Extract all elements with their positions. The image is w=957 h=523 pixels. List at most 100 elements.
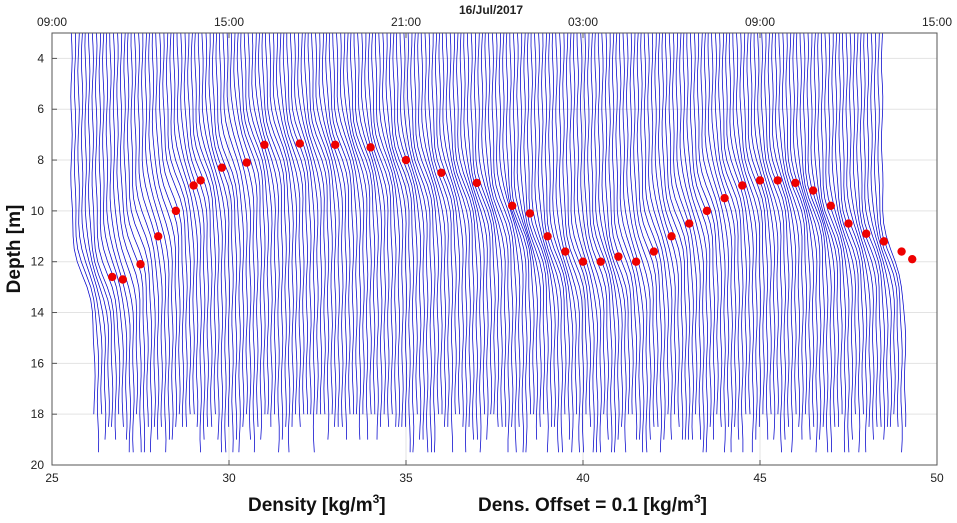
density-profile-line (385, 32, 411, 453)
pycnocline-point (578, 257, 588, 266)
pycnocline-point (908, 254, 917, 264)
density-profile-line (665, 32, 691, 440)
axis-ticks: 25 30 35 40 45 50 4 6 8 10 12 14 16 18 20 09:00 15:00 21:… (31, 15, 953, 485)
density-profile-line (222, 32, 248, 415)
pycnocline-point (525, 209, 535, 218)
density-profile-line (282, 32, 308, 415)
density-profile-line (389, 32, 415, 453)
density-profile-line (753, 33, 779, 415)
y-tick-label: 6 (37, 102, 44, 116)
density-profile-line (169, 32, 195, 415)
density-profile-line (612, 32, 638, 440)
density-profile-line (233, 32, 259, 427)
density-profile-line (339, 32, 365, 415)
pycnocline-point (738, 181, 747, 190)
y-tick-label: 20 (31, 458, 45, 472)
pycnocline-point (154, 232, 163, 241)
density-profile-line (824, 32, 850, 453)
pycnocline-point (189, 181, 198, 190)
density-profile-line (328, 32, 354, 415)
density-profile-line (651, 32, 677, 415)
density-profile-line (307, 32, 333, 415)
top-time-label: 03:00 (568, 15, 598, 29)
density-profile-line (137, 32, 163, 427)
density-profile-line (707, 32, 733, 453)
density-profile-line (608, 32, 634, 415)
density-profile-line (789, 32, 815, 427)
density-profile-line (371, 32, 397, 427)
density-profile-line (116, 32, 142, 453)
density-profile-line (201, 32, 227, 453)
density-profile-line (842, 32, 868, 453)
pycnocline-point (508, 201, 517, 210)
density-profile-line (697, 32, 723, 427)
density-profile-line (134, 32, 160, 440)
x-tick-label: 35 (399, 471, 413, 485)
density-profile-line (721, 32, 747, 415)
density-profile-line (509, 32, 535, 415)
density-profile-line (424, 32, 450, 427)
pycnocline-point (649, 247, 658, 256)
pycnocline-point (366, 143, 375, 152)
density-profile-line (806, 32, 832, 453)
density-profile-line (739, 32, 765, 415)
y-tick-label: 18 (31, 407, 45, 421)
density-profile-line (849, 32, 875, 440)
density-profile-line (615, 32, 641, 440)
x-tick-label: 30 (222, 471, 236, 485)
density-profile-line (343, 32, 369, 440)
density-profile-line (764, 32, 790, 427)
density-profile-line (212, 32, 238, 440)
density-profile-line (558, 32, 585, 453)
density-profile-line (594, 32, 620, 440)
density-profile-line (413, 32, 439, 415)
density-profile-line (463, 32, 489, 440)
pycnocline-point (437, 168, 446, 177)
pycnocline-point (702, 206, 712, 216)
density-profile-line (297, 32, 323, 415)
pycnocline-point (667, 232, 676, 241)
density-profile-line (459, 32, 485, 415)
density-profile-line (675, 33, 701, 440)
top-time-label: 09:00 (37, 15, 67, 29)
density-profile-line (746, 32, 772, 415)
density-profile-line (714, 32, 740, 440)
density-profile-line (466, 32, 493, 415)
top-time-label: 15:00 (922, 15, 952, 29)
density-profile-line (835, 32, 861, 453)
density-profile-line (318, 32, 344, 427)
density-profile-line (105, 32, 131, 453)
density-profile-line (230, 32, 255, 453)
pycnocline-point (614, 252, 623, 261)
density-profile-line (689, 32, 716, 440)
density-profile-line (573, 32, 599, 453)
density-profile-line (81, 32, 107, 440)
density-profile-line (452, 32, 478, 440)
density-profile-line (619, 32, 645, 453)
density-profile-line (392, 32, 418, 415)
density-profile-line (481, 32, 507, 427)
y-tick-label: 12 (31, 255, 45, 269)
density-profile-line (215, 32, 241, 453)
pycnocline-point (879, 237, 889, 246)
density-profile-line (254, 32, 280, 453)
density-profile-line (488, 32, 514, 427)
density-profile-line (640, 32, 666, 440)
density-profile-line (813, 32, 839, 427)
density-profile-line (750, 32, 776, 440)
density-profile-line (91, 32, 117, 440)
density-profile-line (470, 32, 496, 415)
y-tick-label: 10 (31, 204, 45, 218)
density-profile-line (219, 32, 245, 427)
density-profile-line (445, 32, 471, 427)
density-profile-line (498, 32, 524, 453)
density-profile-line (417, 32, 443, 415)
density-profile-line (251, 32, 277, 415)
density-profile-line (364, 33, 390, 427)
density-profile-line (265, 32, 291, 453)
pycnocline-point (720, 193, 729, 203)
density-profile-line (258, 32, 284, 440)
pycnocline-point (196, 176, 205, 185)
density-profile-line (332, 32, 358, 415)
